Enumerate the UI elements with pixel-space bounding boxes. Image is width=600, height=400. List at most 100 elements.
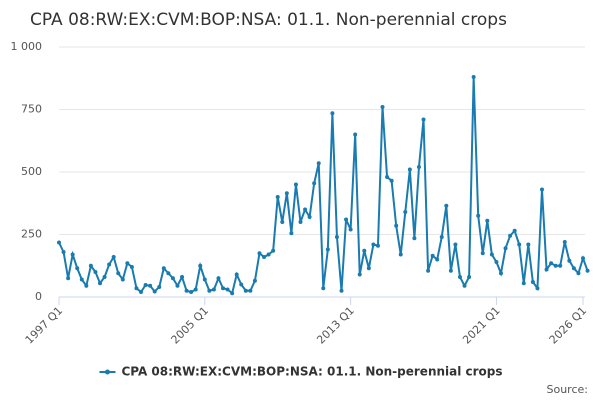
data-point xyxy=(416,165,421,169)
data-point xyxy=(444,203,449,208)
data-point xyxy=(503,246,508,251)
data-point xyxy=(453,242,458,247)
data-point xyxy=(166,271,171,276)
data-point xyxy=(553,263,558,268)
y-tick-label: 1 000 xyxy=(11,40,43,53)
data-point xyxy=(202,277,207,282)
data-point xyxy=(211,287,216,292)
data-point xyxy=(421,117,426,122)
data-point xyxy=(125,261,130,266)
data-point xyxy=(394,223,399,228)
data-point xyxy=(275,195,280,199)
data-point xyxy=(562,240,567,244)
data-point xyxy=(298,220,303,224)
data-point xyxy=(262,255,267,259)
data-point xyxy=(170,276,175,281)
data-point xyxy=(485,218,490,223)
data-point xyxy=(521,281,526,286)
y-tick-label: 500 xyxy=(21,165,42,178)
data-point xyxy=(152,289,157,294)
data-point xyxy=(380,105,385,109)
data-point xyxy=(362,248,367,253)
data-point xyxy=(75,266,80,271)
data-point xyxy=(66,276,71,281)
data-point xyxy=(348,227,353,232)
data-point xyxy=(93,270,98,274)
data-point xyxy=(549,261,554,266)
data-point xyxy=(375,243,380,248)
data-point xyxy=(407,167,412,172)
data-point xyxy=(366,266,371,271)
data-point xyxy=(293,182,298,187)
y-tick-label: 0 xyxy=(35,290,42,303)
data-point xyxy=(116,271,121,276)
data-point xyxy=(312,181,317,186)
y-tick-label: 250 xyxy=(21,228,42,241)
data-point xyxy=(558,263,563,268)
data-point xyxy=(535,286,540,291)
data-point xyxy=(448,268,453,273)
data-point xyxy=(353,132,358,137)
data-point xyxy=(189,290,194,294)
data-point xyxy=(225,287,230,292)
data-point xyxy=(330,111,335,116)
x-tick-label: 1997 Q1 xyxy=(23,304,66,347)
data-point xyxy=(107,262,112,267)
data-point xyxy=(79,277,84,282)
data-point xyxy=(508,233,513,238)
data-point xyxy=(148,283,153,288)
data-point xyxy=(303,207,308,212)
data-point xyxy=(243,288,248,293)
data-point xyxy=(439,235,444,239)
x-tick-label: 2005 Q1 xyxy=(169,304,212,347)
data-point xyxy=(489,252,494,257)
data-point xyxy=(143,283,148,287)
data-point xyxy=(88,263,93,268)
data-point xyxy=(498,271,503,276)
data-point xyxy=(480,251,485,256)
data-point xyxy=(316,161,321,166)
data-point xyxy=(476,213,481,218)
data-point xyxy=(530,280,535,284)
data-point xyxy=(435,257,440,262)
data-point xyxy=(184,288,189,293)
data-point xyxy=(134,286,139,291)
x-tick-label: 2026 Q1 xyxy=(547,304,590,347)
data-point xyxy=(581,256,585,261)
data-point xyxy=(457,275,462,279)
data-point xyxy=(307,215,312,219)
y-tick-label: 750 xyxy=(21,103,42,116)
data-point xyxy=(266,252,271,257)
legend-label: CPA 08:RW:EX:CVM:BOP:NSA: 01.1. Non-pere… xyxy=(121,365,502,379)
data-point xyxy=(120,277,125,282)
data-point xyxy=(61,250,66,254)
data-point xyxy=(567,258,572,263)
data-point xyxy=(576,271,581,276)
data-point xyxy=(544,267,549,272)
data-point xyxy=(102,275,107,279)
data-point xyxy=(430,253,435,258)
data-point xyxy=(334,235,339,239)
data-point xyxy=(271,248,276,253)
data-point xyxy=(462,283,467,288)
data-point xyxy=(289,231,294,236)
data-point xyxy=(344,217,349,222)
x-tick-label: 2021 Q1 xyxy=(460,304,503,347)
data-point xyxy=(157,285,162,289)
data-point xyxy=(512,228,517,233)
data-point xyxy=(111,255,116,259)
data-point xyxy=(467,275,472,279)
data-point xyxy=(139,290,144,294)
legend-marker xyxy=(104,369,110,375)
data-point xyxy=(248,288,253,293)
data-point xyxy=(221,286,226,291)
source: Source: xyxy=(547,383,589,396)
data-point xyxy=(398,252,403,257)
data-point xyxy=(526,242,531,247)
data-point xyxy=(426,268,431,273)
data-point xyxy=(539,187,544,192)
data-point xyxy=(280,220,285,224)
data-point xyxy=(517,242,522,247)
data-point xyxy=(571,266,576,271)
x-tick-label: 2013 Q1 xyxy=(314,304,357,347)
